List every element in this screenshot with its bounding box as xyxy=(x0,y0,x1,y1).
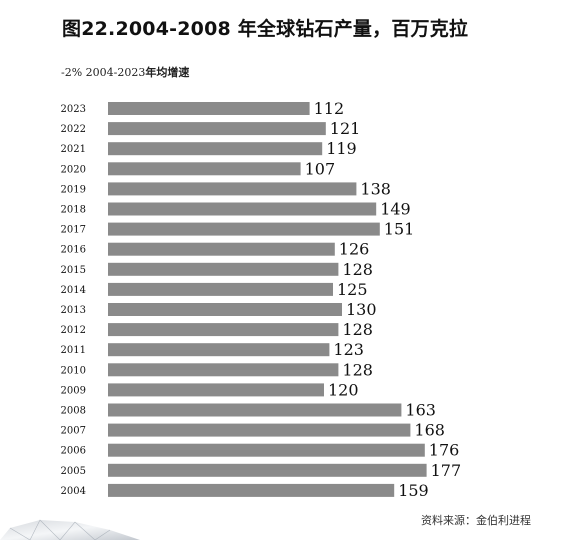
bar xyxy=(108,102,310,115)
bar xyxy=(108,122,326,136)
bar xyxy=(108,323,339,337)
subtitle-growth-rate: -2% 2004-2023 xyxy=(61,66,146,79)
category-label: 2019 xyxy=(61,184,86,195)
data-label: 107 xyxy=(305,159,336,178)
bar xyxy=(108,383,324,397)
bar xyxy=(108,282,333,296)
bar xyxy=(108,443,425,457)
data-label: 151 xyxy=(384,220,415,239)
category-label: 2011 xyxy=(61,345,86,356)
data-label: 128 xyxy=(342,320,373,339)
diamond-decoration-icon xyxy=(0,519,140,540)
category-label: 2023 xyxy=(61,104,86,115)
data-label: 177 xyxy=(431,461,462,480)
data-label: 126 xyxy=(339,240,370,259)
data-label: 168 xyxy=(414,421,445,440)
category-label: 2017 xyxy=(61,225,86,236)
bar xyxy=(108,162,301,176)
category-label: 2006 xyxy=(61,446,86,457)
bar xyxy=(108,303,342,316)
bar xyxy=(108,363,339,377)
category-label: 2004 xyxy=(61,486,86,497)
data-label: 176 xyxy=(429,441,460,460)
category-label: 2005 xyxy=(61,466,86,477)
bar xyxy=(108,222,380,236)
category-label: 2018 xyxy=(61,205,86,216)
data-label: 128 xyxy=(342,360,373,379)
subtitle-growth-label: 年均增速 xyxy=(145,66,190,79)
category-label: 2015 xyxy=(61,265,86,276)
bar xyxy=(108,423,411,437)
bar xyxy=(108,403,402,417)
data-label: 119 xyxy=(326,139,357,158)
data-label: 121 xyxy=(330,119,361,138)
category-label: 2022 xyxy=(61,124,86,135)
category-label: 2020 xyxy=(61,164,86,175)
category-label: 2021 xyxy=(61,144,86,155)
bar xyxy=(108,202,377,216)
data-label: 120 xyxy=(328,380,359,399)
chart-subtitle: -2% 2004-2023年均增速 xyxy=(61,64,189,80)
category-label: 2007 xyxy=(61,426,86,437)
source-note: 资料来源：金伯利进程 xyxy=(421,514,531,527)
data-label: 149 xyxy=(380,200,411,219)
bar xyxy=(108,463,427,477)
bar xyxy=(108,343,330,357)
bar xyxy=(108,242,335,256)
data-label: 123 xyxy=(333,340,364,359)
data-label: 159 xyxy=(398,481,429,500)
data-label: 125 xyxy=(337,280,368,299)
chart-title: 图22.2004-2008 年全球钻石产量，百万克拉 xyxy=(62,18,469,40)
data-label: 128 xyxy=(342,260,373,279)
category-label: 2008 xyxy=(61,406,86,417)
data-label: 163 xyxy=(405,401,436,420)
data-label: 138 xyxy=(360,179,391,198)
bar xyxy=(108,262,339,276)
bar xyxy=(108,483,395,497)
category-label: 2013 xyxy=(61,305,86,316)
category-label: 2016 xyxy=(61,245,86,256)
data-label: 130 xyxy=(346,300,377,319)
category-label: 2012 xyxy=(61,325,86,336)
bar xyxy=(108,142,323,156)
bar xyxy=(108,182,357,196)
category-label: 2014 xyxy=(61,285,86,296)
category-label: 2010 xyxy=(61,365,86,376)
category-label: 2009 xyxy=(61,385,86,396)
data-label: 112 xyxy=(314,99,345,118)
